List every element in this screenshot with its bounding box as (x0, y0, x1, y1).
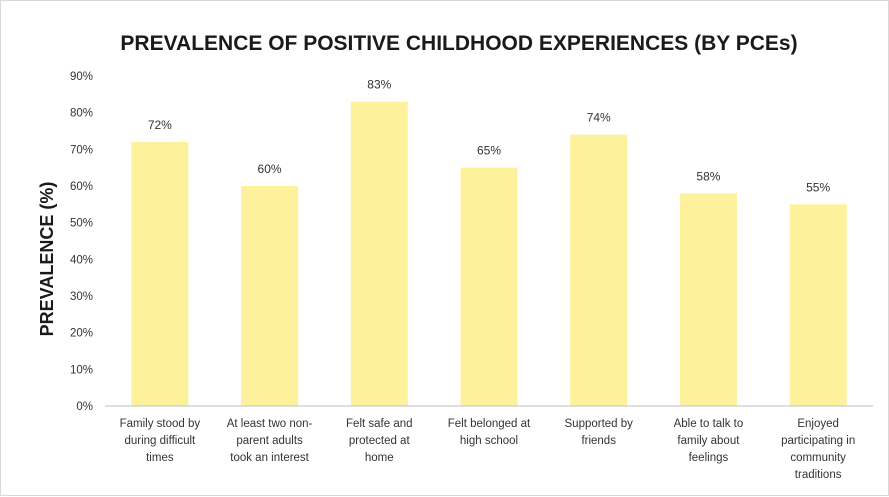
data-label: 65% (477, 144, 501, 158)
x-category-label-line: community (790, 452, 846, 464)
y-tick-label: 30% (70, 291, 93, 303)
y-tick-label: 10% (70, 364, 93, 376)
x-category-label-line: traditions (795, 469, 842, 481)
x-category-label-line: family about (677, 435, 740, 447)
bar (241, 186, 299, 406)
x-category-label: Family stood by during difficult times (120, 418, 201, 464)
x-category-label: Able to talk to family about feelings (674, 418, 744, 464)
x-category-label-line: Enjoyed (797, 418, 839, 430)
y-tick-label: 90% (70, 71, 93, 83)
y-tick-label: 40% (70, 254, 93, 266)
y-axis-ticks: 0% 10% 20% 30% 40% 50% 60% 70% 80% 90% (70, 71, 93, 413)
y-tick-label: 70% (70, 144, 93, 156)
x-category-label-line: Able to talk to (674, 418, 744, 430)
data-label: 83% (367, 78, 391, 92)
data-label: 60% (258, 162, 282, 176)
x-category-label-line: during difficult (124, 435, 196, 447)
data-labels: 72% 60% 83% 65% 74% 58% 55% (148, 78, 831, 195)
data-label: 72% (148, 118, 172, 132)
x-category-label-line: At least two non- (227, 418, 313, 430)
x-axis-labels: Family stood by during difficult times At l… (120, 418, 856, 481)
y-tick-label: 80% (70, 108, 93, 120)
x-category-label: Felt safe and protected at home (346, 418, 412, 464)
x-category-label-line: took an interest (230, 452, 309, 464)
x-category-label-line: high school (460, 435, 518, 447)
x-category-label-line: Felt safe and (346, 418, 412, 430)
x-category-label-line: feelings (689, 452, 729, 464)
data-label: 58% (696, 169, 720, 183)
x-category-label: Felt belonged at high school (448, 418, 531, 447)
x-category-label: At least two non-parent adults took an in… (227, 418, 313, 464)
y-axis-label: PREVALENCE (%) (37, 182, 57, 337)
y-tick-label: 0% (76, 401, 93, 413)
data-label: 74% (587, 111, 611, 125)
x-category-label-line: home (365, 452, 394, 464)
bar (350, 101, 408, 407)
x-category-label-line: Felt belonged at (448, 418, 531, 430)
x-category-label: Supported by friends (565, 418, 634, 447)
x-category-label: Enjoyed participating in community traditio… (781, 418, 855, 481)
bar (460, 167, 518, 406)
x-category-label-line: parent adults (236, 435, 303, 447)
x-category-label-line: protected at (349, 435, 411, 447)
bar (789, 204, 847, 406)
x-category-label-line: friends (581, 435, 616, 447)
bars (131, 101, 847, 407)
data-label: 55% (806, 180, 830, 194)
x-category-label-line: Supported by (565, 418, 634, 430)
x-category-label-line: times (146, 452, 174, 464)
y-tick-label: 50% (70, 218, 93, 230)
bar (679, 193, 737, 406)
chart-title: PREVALENCE OF POSITIVE CHILDHOOD EXPERIE… (120, 32, 797, 55)
x-category-label-line: participating in (781, 435, 855, 447)
bar (131, 142, 189, 406)
x-category-label-line: Family stood by (120, 418, 201, 430)
bar (570, 134, 628, 406)
y-tick-label: 60% (70, 181, 93, 193)
y-tick-label: 20% (70, 328, 93, 340)
